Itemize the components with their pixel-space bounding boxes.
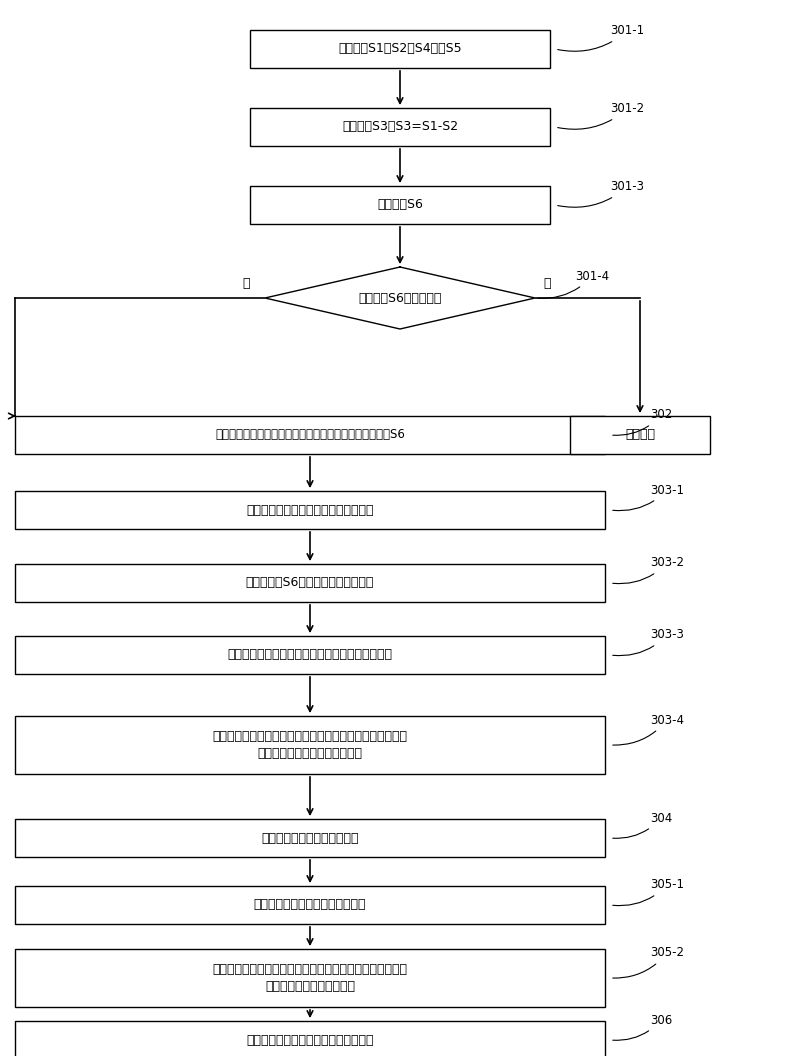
Text: 303-3: 303-3 <box>613 628 684 656</box>
Text: 基站计算S6: 基站计算S6 <box>377 199 423 211</box>
Text: 301-3: 301-3 <box>558 181 644 207</box>
Bar <box>15 716 605 774</box>
Text: 302: 302 <box>613 409 672 435</box>
Bar <box>15 416 605 454</box>
Text: 301-4: 301-4 <box>538 269 609 299</box>
Text: 是: 是 <box>543 277 550 290</box>
Text: 用户设备接收来自基站的测量控制命令: 用户设备接收来自基站的测量控制命令 <box>246 504 374 516</box>
Text: 用户设备向基站上报测量结果: 用户设备向基站上报测量结果 <box>262 831 358 845</box>
Text: 基站向用户设备发送测量控制命令，测量控制命令中包含S6: 基站向用户设备发送测量控制命令，测量控制命令中包含S6 <box>215 429 405 441</box>
Text: 303-2: 303-2 <box>613 557 684 584</box>
Text: 基站向用户设备发送目标小区切换命令: 基站向用户设备发送目标小区切换命令 <box>246 1034 374 1046</box>
Bar <box>15 819 605 857</box>
Text: 基站判断S6是否为空集: 基站判断S6是否为空集 <box>358 291 442 304</box>
Bar <box>15 1021 605 1056</box>
Text: 301-2: 301-2 <box>558 102 644 129</box>
Text: 306: 306 <box>613 1014 672 1040</box>
Text: 303-1: 303-1 <box>613 484 684 511</box>
Bar <box>250 30 550 68</box>
Text: 流程结束: 流程结束 <box>625 429 655 441</box>
Bar <box>250 108 550 146</box>
Bar <box>15 949 605 1007</box>
Text: 305-2: 305-2 <box>613 946 684 978</box>
Bar <box>15 886 605 924</box>
Text: 基站从用户设备作标记的频点中选择一个频点，将选择的频
点所在的小区作为目标小区: 基站从用户设备作标记的频点中选择一个频点，将选择的频 点所在的小区作为目标小区 <box>213 963 407 993</box>
Text: 301-1: 301-1 <box>558 24 644 52</box>
Bar <box>15 564 605 602</box>
Text: 305-1: 305-1 <box>613 879 684 906</box>
Text: 用户设备对S6中包含的频点进行测量: 用户设备对S6中包含的频点进行测量 <box>246 577 374 589</box>
Text: 基站计算S3，S3=S1-S2: 基站计算S3，S3=S1-S2 <box>342 120 458 133</box>
Text: 基站构建S1、S2、S4以及S5: 基站构建S1、S2、S4以及S5 <box>338 42 462 56</box>
Bar <box>250 186 550 224</box>
Bar <box>15 491 605 529</box>
Polygon shape <box>265 267 535 329</box>
Text: 否: 否 <box>242 277 250 290</box>
Text: 用户设备在进行平滑滤波的过程中，选出信号强度逐渐增强
的频点，并对选出的频点作标记: 用户设备在进行平滑滤波的过程中，选出信号强度逐渐增强 的频点，并对选出的频点作标… <box>213 730 407 760</box>
Bar <box>570 416 710 454</box>
Text: 用户设备将测量的每个频点的测量值进行平滑滤波: 用户设备将测量的每个频点的测量值进行平滑滤波 <box>227 648 393 661</box>
Text: 304: 304 <box>613 811 672 838</box>
Text: 303-4: 303-4 <box>613 714 684 746</box>
Bar <box>15 636 605 674</box>
Text: 基站接收来自用户设备的测量结果: 基站接收来自用户设备的测量结果 <box>254 899 366 911</box>
